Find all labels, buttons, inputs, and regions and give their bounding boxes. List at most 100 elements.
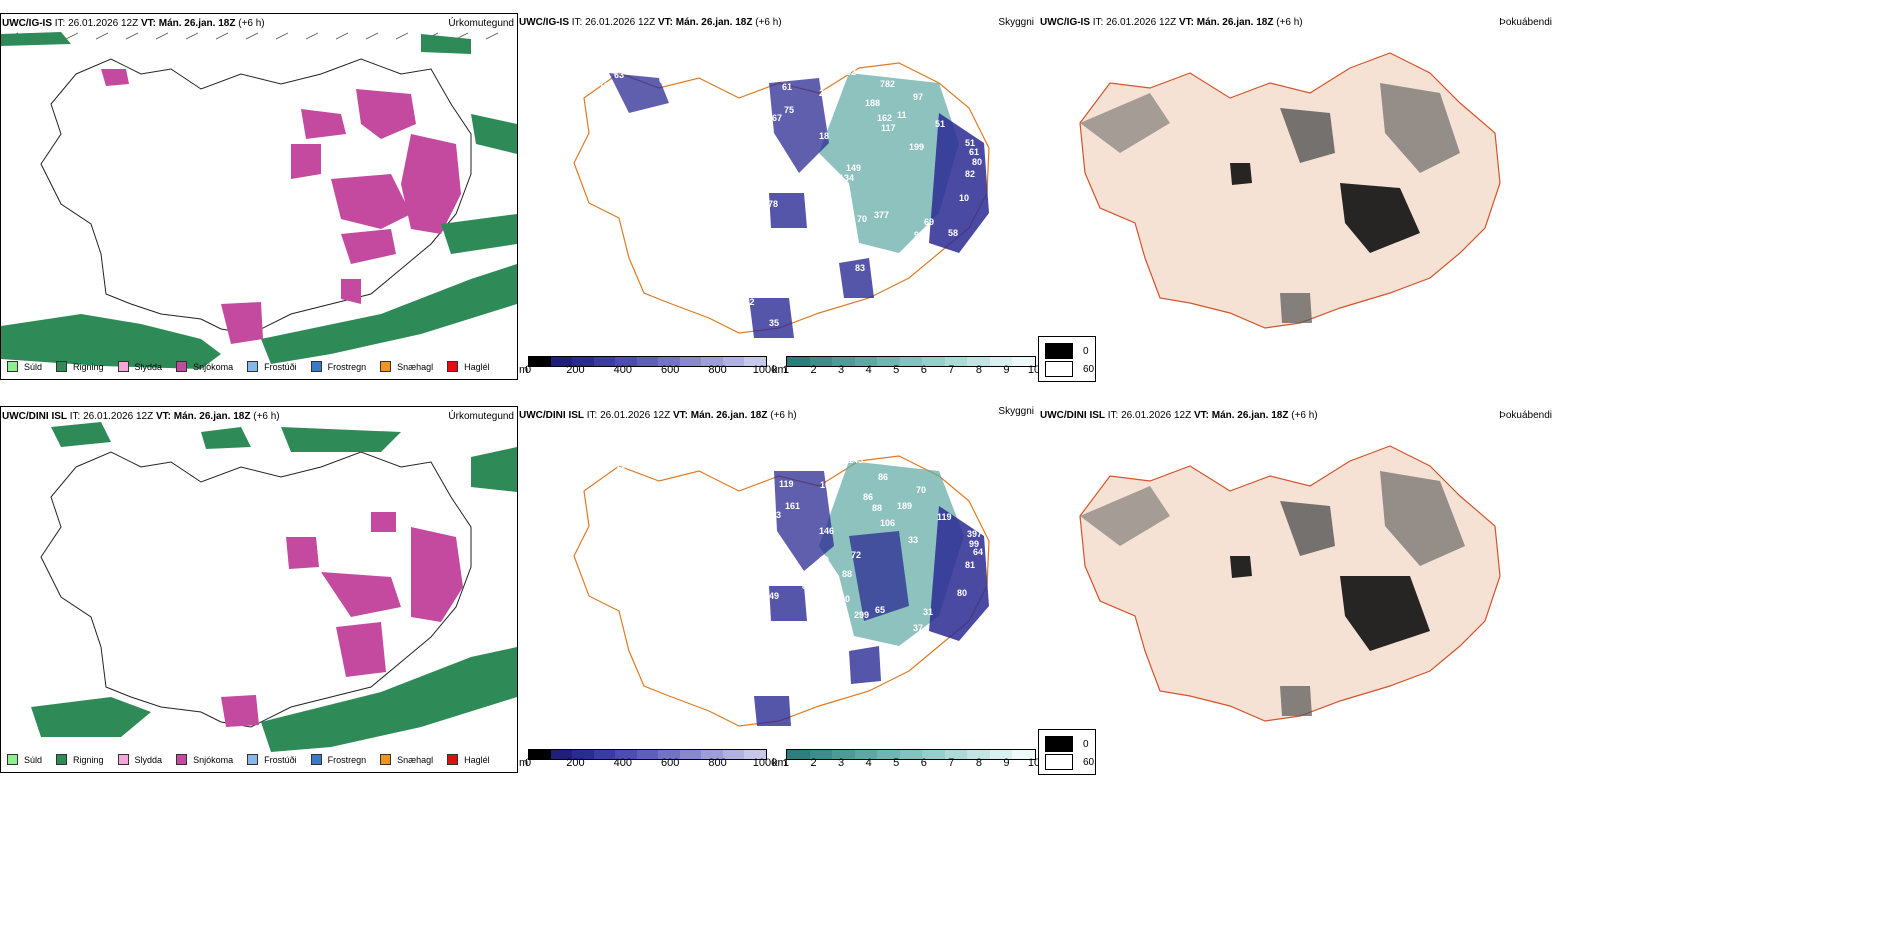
fog-label-bottom: Þokuábendi [1499,410,1552,421]
legend-item: Súld [7,754,42,765]
legend-swatch [1045,736,1073,752]
colorbar-segment [658,750,680,759]
visibility-value-label: 97 [913,92,923,102]
visibility-value-label: 70 [657,470,667,480]
legend-item: Snæhagl [380,754,433,765]
fog-panel-top: UWC/IG-IS IT: 26.01.2026 12Z VT: Mán. 26… [1038,13,1560,382]
visibility-value-label: 145 [848,455,863,465]
visibility-value-label: 88 [872,503,882,513]
colorbar-segment [701,357,723,366]
visibility-km-colorbar-bottom: km 1 2 3 4 5 6 7 8 9 10 [769,749,1040,769]
visibility-value-label: 53 [771,510,781,520]
visibility-value-label: 69 [924,217,934,227]
colorbar-tick-label: 3 [838,757,845,769]
colorbar-tick-label: 1 [782,364,790,376]
colorbar-segment [809,357,833,366]
rain-areas [31,422,517,752]
visibility-value-label: 162 [877,113,892,123]
colorbar-segment [944,357,968,366]
colorbar-segment [701,750,723,759]
colorbar-tick-label: 400 [613,757,632,769]
visibility-value-label: 37 [913,623,923,633]
colorbar-tick-label: 400 [613,364,632,376]
panel-title-bottom-3: UWC/DINI ISL IT: 26.01.2026 12Z VT: Mán.… [1040,410,1318,421]
precip-map-top [1,32,517,369]
visibility-value-label: 112 [740,297,755,307]
legend-item: Haglél [447,361,490,372]
visibility-value-label: 10 [959,193,969,203]
fog-label-top: Þokuábendi [1499,17,1552,28]
legend-item: Haglél [447,754,490,765]
colorbar-tick-label: 600 [661,364,680,376]
colorbar-segment [593,357,616,366]
fog-panel-bottom: UWC/DINI ISL IT: 26.01.2026 12Z VT: Mán.… [1038,406,1560,775]
legend-swatch [447,754,459,765]
fog-legend-top: 0 60 [1038,336,1096,382]
visibility-value-label: 61 [782,82,792,92]
fog-map-bottom [1079,445,1501,722]
visibility-value-label: 70 [857,214,867,224]
colorbar-segment [550,750,573,759]
visibility-value-label: 63 [614,70,624,80]
visibility-value-label: 188 [865,98,880,108]
visibility-value-label: 31 [923,607,933,617]
colorbar-segment [967,750,990,759]
legend-swatch [1045,343,1073,359]
precip-legend-top: Súld Rigning Slydda Snjókoma Frostúði Fr… [7,361,504,372]
visibility-value-label: 149 [846,163,861,173]
colorbar-segment [922,750,945,759]
legend-item: Frostregn [310,361,366,372]
visibility-value-label: 65 [875,605,885,615]
visibility-value-label: 18 [599,81,609,91]
colorbar-segment [877,750,900,759]
visibility-label-top: Skyggni [998,17,1034,28]
colorbar-tick-label: 6 [920,364,927,376]
visibility-value-label: 51 [935,119,945,129]
colorbar-segment [615,750,637,759]
precip-type-panel-bottom: UWC/DINI ISL IT: 26.01.2026 12Z VT: Mán.… [0,406,518,773]
visibility-value-label: 84 [837,198,847,208]
legend-item: Slydda [117,361,162,372]
colorbar-segment [744,357,767,366]
colorbar-tick-label: 0 [524,364,532,376]
colorbar-segment [854,357,878,366]
visibility-value-label: 81 [965,560,975,570]
visibility-value-label: 99 [969,539,979,549]
colorbar-tick-label: 3 [838,364,845,376]
visibility-value-label: 117 [881,123,896,133]
colorbar-tick-label: 8 [975,757,982,769]
colorbar-tick-label: 800 [708,364,727,376]
visibility-m-colorbar-top: m 0 200 400 600 800 1000 [519,356,777,376]
legend-item: Snæhagl [380,361,433,372]
legend-item: Snjókoma [176,361,233,372]
colorbar-segment [744,750,767,759]
visibility-value-label: 86 [863,492,873,502]
legend-item: Frostúði [247,361,297,372]
visibility-value-labels: 63 18 66 32 782 97 61 25 188 75 61 162 11 67 117 51 51 18… [599,67,982,328]
visibility-m-colorbar-bottom: m 0 200 400 600 800 1000 [519,749,777,769]
visibility-value-label: 67 [772,113,782,123]
visibility-value-label: 58 [948,228,958,238]
legend-item: Frostúði [247,754,297,765]
colorbar-segment [854,750,878,759]
visibility-value-label: 61 [969,147,979,157]
legend-item: Súld [7,361,42,372]
colorbar-segment [832,750,855,759]
visibility-value-label: 308 [806,191,821,201]
legend-swatch [117,361,129,372]
visibility-value-label: 32 [846,67,856,77]
visibility-value-label: 83 [855,263,865,273]
visibility-value-label: 49 [769,591,779,601]
precip-legend-bottom: Súld Rigning Slydda Snjókoma Frostúði Fr… [7,754,504,765]
panel-title-bottom-2: UWC/DINI ISL IT: 26.01.2026 12Z VT: Mán.… [519,410,797,421]
colorbar-tick-label: 7 [948,364,955,376]
panel-title-top-2: UWC/IG-IS IT: 26.01.2026 12Z VT: Mán. 26… [519,17,782,28]
snow-areas [221,512,463,727]
visibility-value-label: 64 [973,547,983,557]
visibility-value-label: 80 [972,157,982,167]
colorbar-segment [593,750,616,759]
colorbar-segment [679,357,702,366]
visibility-value-label: 70 [916,485,926,495]
colorbar-segment [967,357,990,366]
